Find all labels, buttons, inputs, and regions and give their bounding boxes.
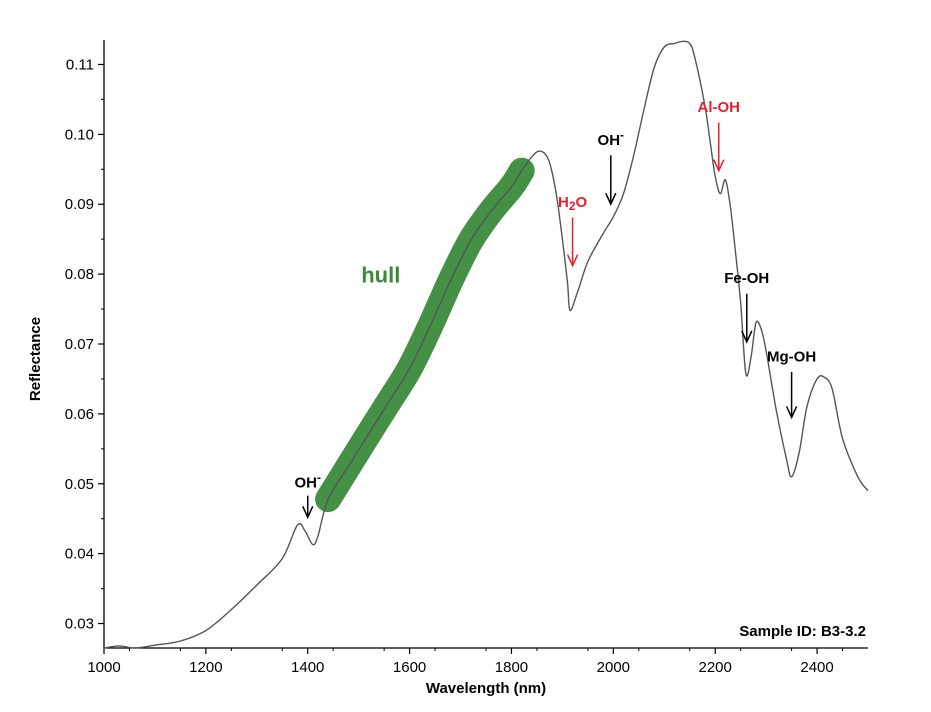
y-tick-label: 0.07 — [65, 336, 94, 353]
x-tick-label: 1000 — [87, 659, 120, 676]
annotation-label: Mg-OH — [767, 348, 816, 365]
annotation-label: OH- — [598, 128, 625, 149]
y-tick-label: 0.03 — [65, 616, 94, 633]
annotation-arrow-head — [741, 330, 753, 344]
x-tick-label: 2000 — [597, 659, 630, 676]
y-tick-label: 0.05 — [65, 476, 94, 493]
sample-id-label: Sample ID: B3-3.2 — [739, 623, 866, 640]
x-tick-label: 1200 — [189, 659, 222, 676]
y-tick-label: 0.04 — [65, 546, 94, 563]
y-tick-label: 0.10 — [65, 126, 94, 143]
x-tick-label: 1600 — [393, 659, 426, 676]
x-tick-label: 2400 — [800, 659, 833, 676]
x-tick-label: 1800 — [495, 659, 528, 676]
hull-label: hull — [361, 263, 400, 288]
x-axis-title: Wavelength (nm) — [426, 680, 546, 697]
y-tick-label: 0.06 — [65, 406, 94, 423]
annotation-arrow-head — [302, 506, 314, 520]
y-axis-ticks: 0.03 0.04 0.05 0.06 0.07 0.08 0.09 0.10 0.11 — [65, 56, 104, 633]
y-axis-title: Reflectance — [27, 317, 44, 401]
absorption-annotations: OH- H2O OH- Al-OH Fe-OH Mg-OH — [294, 99, 816, 520]
y-tick-label: 0.09 — [65, 196, 94, 213]
annotation-arrow-head — [785, 406, 798, 420]
y-tick-label: 0.11 — [66, 56, 94, 73]
annotation-arrow-head — [605, 192, 617, 207]
hull-highlight — [315, 157, 535, 513]
annotation-arrow-head — [713, 159, 725, 173]
annotation-label: OH- — [294, 470, 321, 491]
annotation-label: Fe-OH — [724, 270, 769, 287]
y-tick-label: 0.08 — [65, 266, 94, 283]
x-tick-label: 1400 — [291, 659, 324, 676]
series-line — [103, 40, 869, 649]
annotation-label: Al-OH — [698, 99, 741, 116]
annotation-label: H2O — [558, 194, 588, 213]
x-tick-label: 2200 — [699, 659, 732, 676]
annotation-arrow-head — [566, 254, 579, 268]
x-axis-ticks: 1000 1200 1400 1600 1800 2000 2200 2400 — [87, 648, 844, 676]
